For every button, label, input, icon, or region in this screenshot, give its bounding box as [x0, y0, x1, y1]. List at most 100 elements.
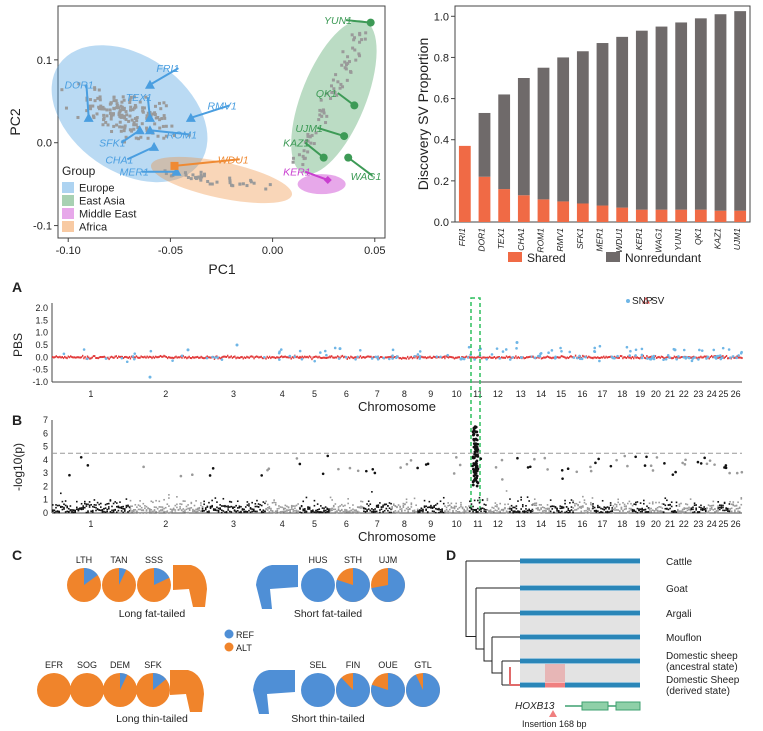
gwas-point	[670, 501, 673, 503]
gwas-point	[732, 503, 735, 506]
snp-point	[435, 355, 439, 358]
gwas-point	[543, 511, 546, 514]
sv-point	[635, 356, 637, 359]
sv-point	[79, 356, 81, 359]
gwas-point	[86, 464, 90, 467]
gwas-point	[153, 506, 156, 508]
gwas-point	[703, 506, 705, 508]
gwas-point	[674, 470, 677, 474]
gwas-point	[363, 507, 365, 510]
gwas-point	[650, 507, 652, 510]
sample-point	[245, 184, 249, 188]
gwas-point	[312, 509, 314, 512]
sample-point	[184, 173, 188, 177]
sv-point	[672, 357, 674, 360]
peak-point	[471, 456, 475, 460]
gwas-point	[61, 508, 64, 511]
gwas-point	[367, 508, 370, 510]
sample-point	[159, 107, 163, 111]
sv-point	[103, 355, 105, 358]
snp-point	[721, 346, 725, 350]
pointer-line	[85, 84, 90, 118]
sv-point	[277, 356, 279, 359]
sample-label: TEX1	[126, 92, 152, 104]
sample-point	[318, 113, 322, 117]
sample-label: MER1	[120, 167, 149, 179]
gwas-point	[425, 509, 427, 512]
gwas-point	[416, 508, 419, 511]
snp-point	[439, 355, 442, 359]
snp-point	[515, 341, 519, 344]
gwas-point	[475, 508, 478, 511]
gwas-point	[182, 508, 185, 510]
bar-shared	[616, 207, 629, 222]
snp-point	[682, 348, 686, 352]
gwas-point	[92, 505, 94, 508]
gwas-point	[468, 510, 470, 512]
sample-point	[77, 82, 81, 86]
gwas-point	[136, 510, 138, 513]
insertion-marker	[549, 710, 557, 717]
gwas-point	[582, 495, 584, 498]
gwas-point	[176, 506, 178, 509]
sample-point	[330, 84, 334, 88]
sv-point	[140, 355, 142, 358]
gwas-point	[219, 504, 221, 506]
gwas-point	[216, 506, 218, 509]
gwas-point	[588, 509, 591, 511]
sample-point	[228, 181, 232, 185]
snp-point	[675, 357, 678, 361]
sv-point	[637, 356, 640, 359]
sample-point	[128, 114, 132, 118]
chromosome-label: 7	[375, 389, 380, 399]
gwas-point	[618, 503, 621, 506]
snp-point	[131, 355, 135, 358]
gwas-point	[356, 510, 359, 513]
sample-point	[153, 111, 157, 115]
gwas-point	[125, 504, 128, 507]
gwas-point	[125, 498, 128, 500]
panel-label-a: A	[12, 279, 22, 295]
sv-point	[617, 356, 619, 359]
gwas-point	[334, 508, 337, 511]
gwas-point	[299, 507, 301, 509]
sv-point	[129, 357, 132, 360]
sv-point	[148, 355, 151, 358]
sv-point	[619, 355, 622, 358]
sample-point	[140, 122, 144, 126]
gwas-point	[595, 510, 598, 512]
sample-label: FRI1	[156, 63, 179, 75]
snp-point	[125, 360, 129, 364]
gwas-point	[302, 508, 305, 511]
sv-point	[196, 355, 199, 358]
gwas-point	[445, 508, 448, 511]
snp-point	[640, 353, 644, 357]
gwas-point	[636, 511, 639, 514]
gwas-point	[388, 511, 391, 514]
gwas-point	[603, 506, 606, 508]
gwas-point	[502, 508, 505, 511]
sample-point	[305, 138, 309, 142]
sv-point	[218, 356, 220, 359]
sample-point	[186, 175, 190, 179]
gwas-point	[150, 500, 153, 503]
sv-point	[597, 356, 599, 359]
snp-point	[575, 356, 579, 360]
snp-point	[735, 356, 738, 360]
gwas-point	[294, 507, 296, 510]
sv-point	[134, 356, 136, 359]
gwas-point	[540, 508, 542, 510]
sv-point	[430, 356, 432, 359]
gwas-point	[268, 507, 271, 510]
gwas-point	[720, 506, 723, 508]
gwas-point	[450, 506, 453, 508]
gwas-point	[208, 511, 210, 514]
bar-shared	[596, 205, 609, 222]
gwas-point	[658, 506, 660, 508]
snp-point	[149, 349, 153, 353]
sample-point	[145, 128, 149, 132]
gwas-point	[206, 511, 209, 513]
sample-point	[193, 176, 197, 180]
gwas-point	[643, 464, 647, 467]
gwas-point	[686, 507, 689, 510]
